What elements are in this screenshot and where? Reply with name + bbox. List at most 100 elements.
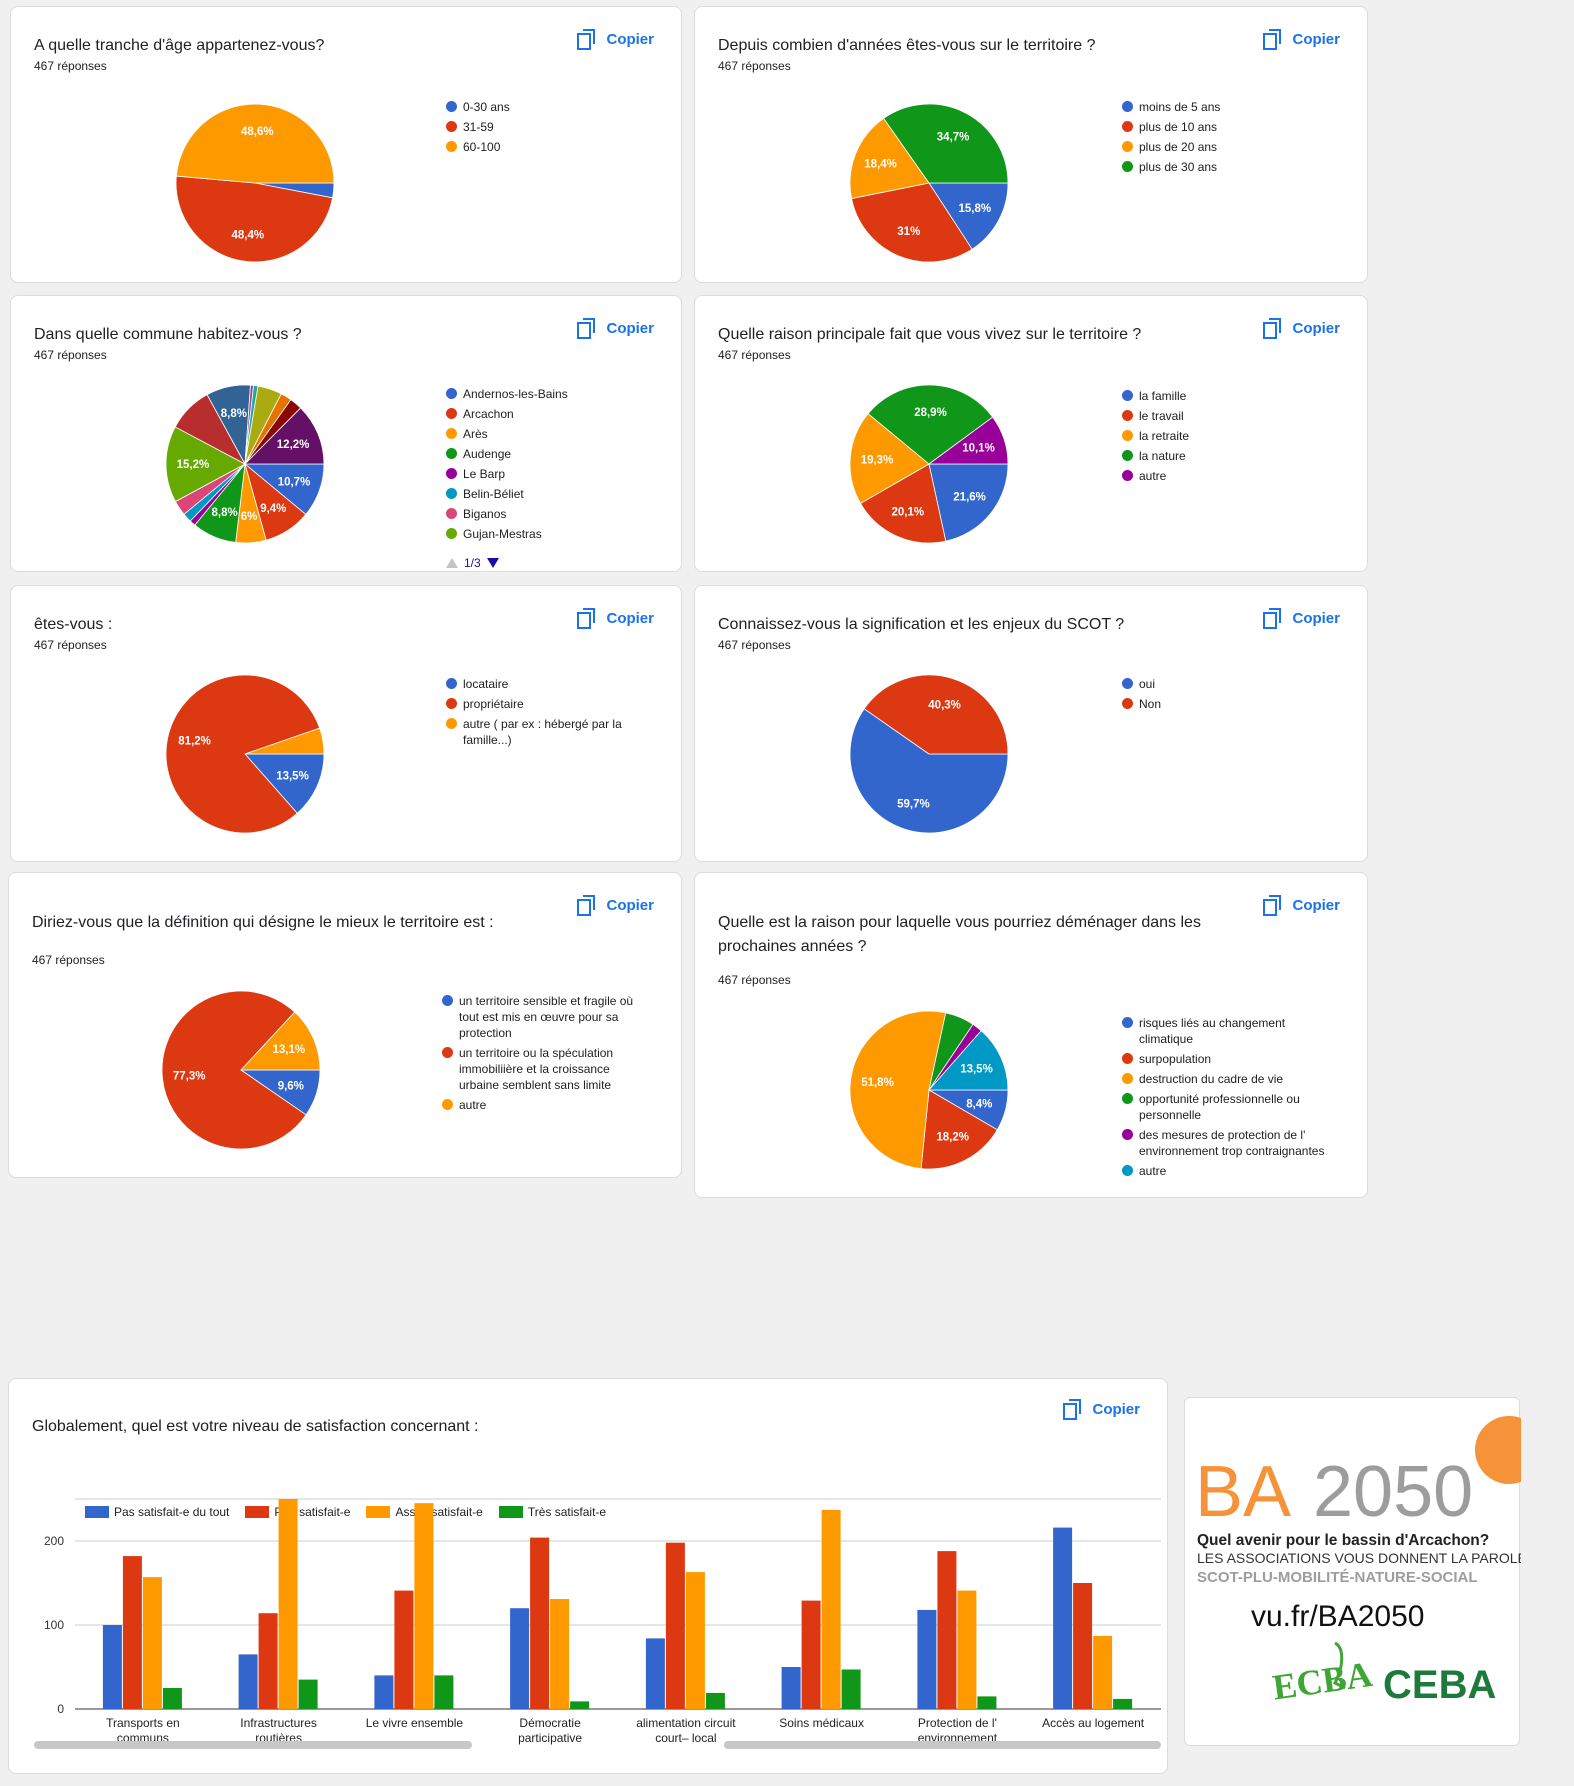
copy-icon — [577, 608, 596, 629]
copy-button[interactable]: Copier — [577, 318, 654, 339]
copy-label: Copier — [606, 610, 654, 627]
legend-swatch — [1122, 470, 1133, 481]
legend-label: Andernos-les-Bains — [463, 387, 568, 401]
response-count: 467 réponses — [718, 973, 791, 987]
x-tick-label: Protection de l' — [918, 1716, 997, 1730]
legend-label: Non — [1139, 697, 1162, 711]
bar — [122, 1556, 142, 1709]
legend-item[interactable]: Biganos — [446, 506, 666, 522]
pie-slice-label: 59,7% — [897, 799, 930, 811]
bar-legend-label: Pas satisfait-e du tout — [114, 1505, 230, 1519]
legend-item[interactable]: plus de 10 ans — [1122, 119, 1342, 135]
legend-label: plus de 30 ans — [1139, 160, 1218, 174]
legend-swatch — [446, 101, 457, 112]
copy-button[interactable]: Copier — [577, 895, 654, 916]
pie-slice — [849, 708, 1009, 834]
legend-item[interactable]: 60-100 — [446, 139, 666, 155]
pie-slice-label: 34,7% — [937, 132, 970, 144]
legend-swatch — [446, 678, 457, 689]
pager-down-icon[interactable] — [486, 558, 499, 568]
copy-button[interactable]: Copier — [1263, 895, 1340, 916]
legend-item[interactable]: Arès — [446, 426, 666, 442]
legend-item[interactable]: 31-59 — [446, 119, 666, 135]
pie-slice-label: 10,7% — [278, 477, 311, 489]
legend-item[interactable]: locataire — [446, 676, 666, 692]
ceba-logo: CEBA — [1383, 1663, 1496, 1707]
legend-swatch — [1122, 101, 1133, 112]
legend-item[interactable]: autre ( par ex : hébergé par la famille.… — [446, 716, 666, 748]
legend-item[interactable]: Non — [1122, 696, 1342, 712]
legend-swatch — [446, 718, 457, 729]
pie-slice — [244, 407, 325, 465]
response-count: 467 réponses — [32, 953, 105, 967]
copy-button[interactable]: Copier — [1263, 318, 1340, 339]
legend-item[interactable]: 0-30 ans — [446, 99, 666, 115]
y-tick-label: 100 — [44, 1618, 64, 1632]
pie-slice-label: 40,3% — [928, 699, 961, 711]
bar — [278, 1499, 298, 1709]
legend-label: un territoire sensible et fragile où tou… — [459, 994, 634, 1040]
legend-item[interactable]: oui — [1122, 676, 1342, 692]
pie-slice-label: 28,9% — [914, 407, 947, 419]
pager-up-icon[interactable] — [446, 558, 458, 568]
pie-slice-label: 8,8% — [211, 507, 237, 519]
legend-pager: 1/3 — [446, 556, 666, 570]
pie-slice-label: 51,8% — [861, 1077, 894, 1089]
pie-slice — [851, 182, 973, 263]
pie-slice-label: 77,3% — [173, 1071, 206, 1083]
legend-item[interactable]: un territoire sensible et fragile où tou… — [442, 993, 642, 1041]
pie-slice-label: 9,6% — [278, 1081, 304, 1093]
legend-item[interactable]: opportunité professionnelle ou personnel… — [1122, 1091, 1332, 1123]
legend-item[interactable]: Belin-Béliet — [446, 486, 666, 502]
legend-item[interactable]: des mesures de protection de l' environn… — [1122, 1127, 1332, 1159]
question-card: Connaissez-vous la signification et les … — [694, 585, 1368, 862]
copy-button[interactable]: Copier — [1263, 608, 1340, 629]
legend-item[interactable]: autre — [1122, 468, 1342, 484]
legend-item[interactable]: plus de 30 ans — [1122, 159, 1342, 175]
copy-icon — [577, 318, 596, 339]
copy-button[interactable]: Copier — [577, 608, 654, 629]
bar — [142, 1577, 162, 1709]
legend-label: le travail — [1139, 409, 1184, 423]
legend-item[interactable]: autre — [1122, 1163, 1332, 1179]
pie-slice-label: 12,2% — [277, 439, 310, 451]
legend-item[interactable]: la nature — [1122, 448, 1342, 464]
legend-item[interactable]: propriétaire — [446, 696, 666, 712]
legend-item[interactable]: autre — [442, 1097, 642, 1113]
legend-item[interactable]: la retraite — [1122, 428, 1342, 444]
copy-button[interactable]: Copier — [1063, 1399, 1140, 1420]
copy-button[interactable]: Copier — [577, 29, 654, 50]
legend-item[interactable]: Audenge — [446, 446, 666, 462]
pie-chart: 8,4% 18,2% 51,8% 13,5% — [849, 1010, 1009, 1170]
scrollbar-left[interactable] — [34, 1741, 472, 1749]
legend-label: Arcachon — [463, 407, 514, 421]
legend-item[interactable]: Andernos-les-Bains — [446, 386, 666, 402]
legend-item[interactable]: moins de 5 ans — [1122, 99, 1342, 115]
legend-item[interactable]: le travail — [1122, 408, 1342, 424]
bar-legend-item[interactable]: Très satisfait-e — [498, 1505, 606, 1519]
scrollbar-right[interactable] — [724, 1741, 1161, 1749]
legend-item[interactable]: destruction du cadre de vie — [1122, 1071, 1332, 1087]
copy-button[interactable]: Copier — [1263, 29, 1340, 50]
pie-slice — [175, 175, 334, 263]
legend-swatch — [446, 408, 457, 419]
legend-item[interactable]: Gujan-Mestras — [446, 526, 666, 542]
chart-legend: locataire propriétaire autre ( par ex : hé… — [446, 676, 666, 752]
pie-slice — [244, 727, 325, 755]
legend-swatch — [446, 528, 457, 539]
chart-legend: la famille le travail la retraite la nature… — [1122, 388, 1342, 488]
bar-legend-item[interactable]: Pas satisfait-e du tout — [85, 1505, 229, 1519]
legend-item[interactable]: la famille — [1122, 388, 1342, 404]
legend-item[interactable]: plus de 20 ans — [1122, 139, 1342, 155]
legend-item[interactable]: surpopulation — [1122, 1051, 1332, 1067]
legend-label: 60-100 — [463, 140, 501, 154]
legend-item[interactable]: Le Barp — [446, 466, 666, 482]
legend-item[interactable]: un territoire ou la spéculation immobili… — [442, 1045, 642, 1093]
pie-slice-label: 13,5% — [276, 771, 309, 783]
legend-item[interactable]: Arcachon — [446, 406, 666, 422]
legend-item[interactable]: risques liés au changement climatique — [1122, 1015, 1332, 1047]
bar — [665, 1542, 685, 1709]
question-title: Diriez-vous que la définition qui désign… — [32, 914, 494, 931]
pie-slice — [928, 1030, 1009, 1091]
legend-swatch — [1122, 390, 1133, 401]
